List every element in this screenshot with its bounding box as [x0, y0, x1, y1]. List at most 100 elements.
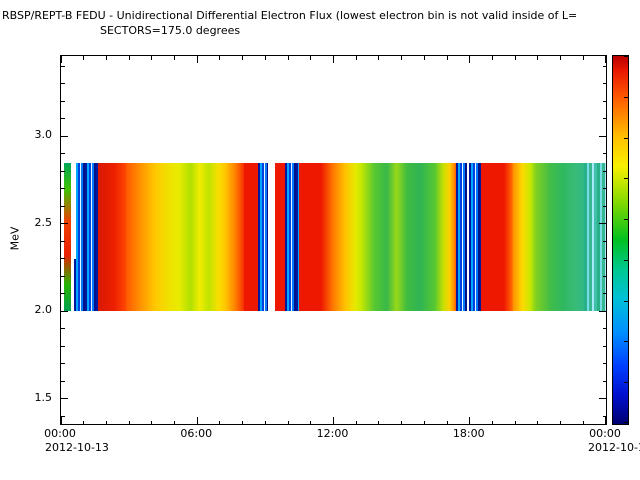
- flux-segment: [179, 162, 225, 312]
- flux-segment: [321, 162, 361, 312]
- axis-tick: [61, 223, 68, 225]
- axis-tick: [582, 420, 584, 424]
- data-gap-notch: [70, 162, 76, 259]
- axis-tick: [446, 420, 448, 424]
- axis-tick: [602, 345, 606, 347]
- axis-tick: [469, 417, 471, 424]
- axis-tick: [174, 420, 176, 424]
- axis-tick: [61, 188, 65, 190]
- axis-tick: [333, 417, 334, 424]
- plot-subtitle: SECTORS=175.0 degrees: [100, 24, 241, 37]
- axis-tick: [61, 258, 65, 260]
- x-axis-start-date: 2012-10-13: [45, 441, 109, 454]
- axis-tick: [333, 56, 334, 63]
- colorbar-tick: [624, 219, 628, 221]
- axis-tick: [61, 345, 65, 347]
- axis-tick: [514, 420, 516, 424]
- axis-tick: [602, 65, 606, 67]
- axis-tick: [602, 205, 606, 207]
- flux-segment: [455, 162, 468, 312]
- axis-tick: [61, 328, 65, 330]
- axis-tick: [174, 56, 176, 60]
- axis-tick: [423, 420, 425, 424]
- axis-tick: [602, 240, 606, 242]
- axis-tick: [128, 56, 130, 60]
- axis-tick: [60, 56, 62, 63]
- colorbar-tick: [624, 382, 628, 384]
- axis-tick: [602, 275, 606, 277]
- plot-title: RBSP/REPT-B FEDU - Unidirectional Differ…: [2, 9, 578, 22]
- axis-tick: [537, 56, 539, 60]
- axis-tick: [264, 56, 266, 60]
- flux-segment: [469, 162, 481, 312]
- axis-tick: [355, 56, 357, 60]
- axis-tick: [602, 293, 606, 295]
- axis-tick: [602, 83, 606, 85]
- axis-tick: [151, 56, 153, 60]
- axis-tick: [602, 363, 606, 365]
- axis-tick: [83, 56, 85, 60]
- axis-tick: [310, 56, 312, 60]
- axis-tick: [61, 275, 65, 277]
- flux-segment: [97, 162, 126, 312]
- axis-tick: [401, 56, 403, 60]
- axis-tick: [242, 56, 244, 60]
- x-tick-label: 06:00: [180, 427, 213, 440]
- axis-tick: [310, 420, 312, 424]
- flux-segment: [535, 162, 585, 312]
- axis-tick: [602, 188, 606, 190]
- colorbar-tick: [624, 96, 628, 98]
- axis-tick: [582, 56, 584, 60]
- axis-tick: [61, 398, 68, 400]
- axis-tick: [599, 398, 606, 400]
- flux-segment: [258, 162, 269, 312]
- colorbar-tick: [624, 56, 628, 57]
- flux-segment: [467, 162, 470, 312]
- y-tick-label: 3.0: [34, 128, 53, 142]
- flux-segment: [584, 162, 606, 312]
- axis-tick: [61, 205, 65, 207]
- axis-tick: [105, 420, 107, 424]
- axis-tick: [602, 100, 606, 102]
- axis-tick: [128, 420, 130, 424]
- flux-segment: [298, 162, 322, 312]
- colorbar-tick: [624, 259, 628, 261]
- axis-tick: [61, 415, 65, 417]
- axis-tick: [560, 420, 562, 424]
- colorbar: [612, 55, 629, 425]
- axis-tick: [219, 56, 221, 60]
- axis-tick: [61, 65, 65, 67]
- axis-tick: [599, 135, 606, 137]
- axis-tick: [355, 420, 357, 424]
- axis-tick: [491, 420, 493, 424]
- axis-tick: [61, 170, 65, 172]
- flux-segment: [243, 162, 259, 312]
- axis-tick: [61, 380, 65, 382]
- x-tick-label: 00:00: [44, 427, 76, 440]
- axis-tick: [602, 170, 606, 172]
- axis-tick: [446, 56, 448, 60]
- axis-tick: [61, 83, 65, 85]
- axis-tick: [602, 118, 606, 120]
- colorbar-tick: [624, 422, 628, 423]
- y-tick-label: 1.5: [34, 390, 53, 404]
- axis-tick: [287, 420, 289, 424]
- axis-tick: [219, 420, 221, 424]
- x-tick-label: 12:00: [316, 427, 349, 440]
- axis-tick: [61, 363, 65, 365]
- flux-segment: [434, 162, 456, 312]
- axis-tick: [605, 56, 606, 63]
- axis-tick: [602, 380, 606, 382]
- axis-tick: [61, 310, 68, 312]
- spectrogram-band: [61, 162, 606, 312]
- axis-tick: [537, 420, 539, 424]
- flux-segment: [224, 162, 245, 312]
- colorbar-tick: [624, 300, 628, 302]
- axis-tick: [242, 420, 244, 424]
- axis-tick: [60, 417, 62, 424]
- axis-tick: [423, 56, 425, 60]
- axis-tick: [61, 100, 65, 102]
- axis-tick: [83, 420, 85, 424]
- y-tick-label: 2.0: [34, 303, 53, 317]
- axis-tick: [602, 328, 606, 330]
